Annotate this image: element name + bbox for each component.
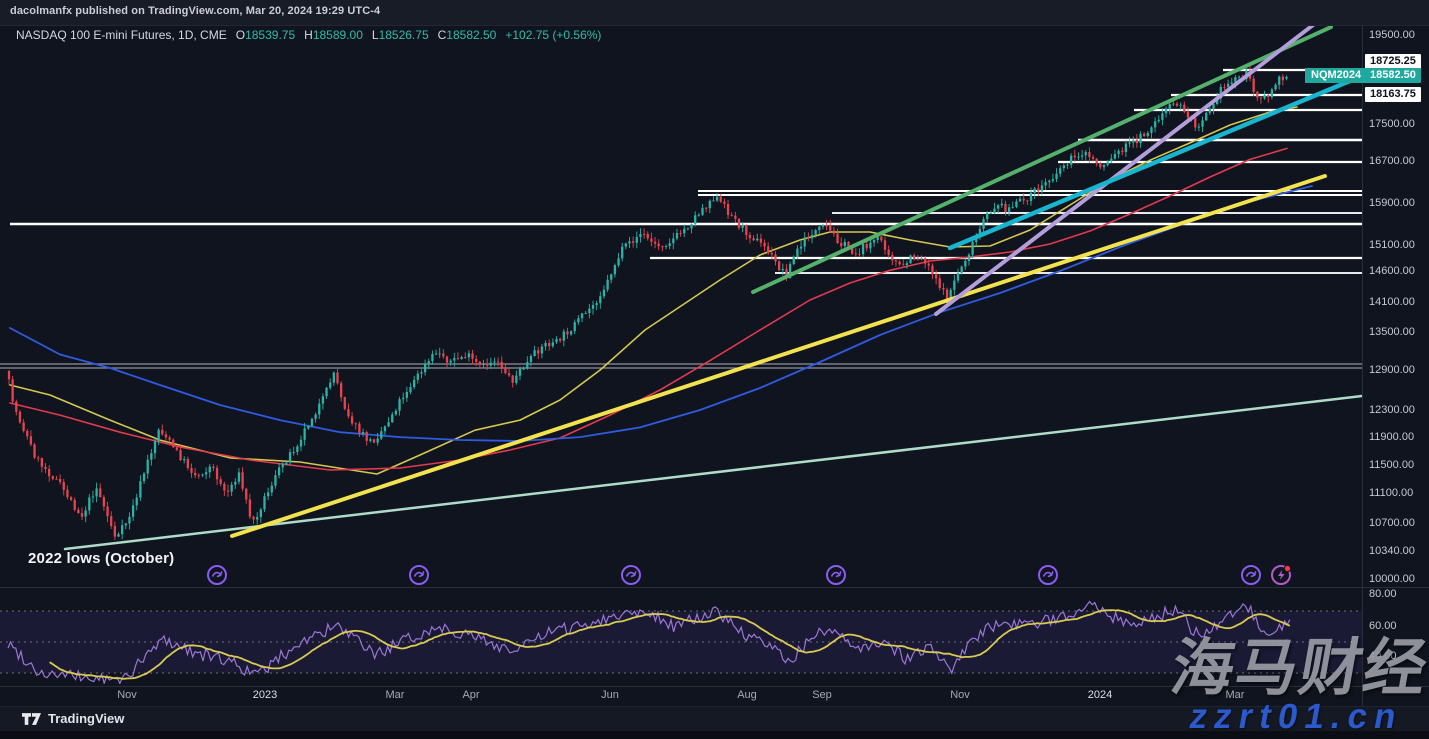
price-tick-label: 13500.00 bbox=[1369, 326, 1415, 338]
price-tick-label: 15900.00 bbox=[1369, 197, 1415, 209]
time-tick-label: Jun bbox=[601, 689, 619, 701]
rsi-ma-line[interactable] bbox=[49, 609, 1291, 680]
price-tick-label: 10340.00 bbox=[1369, 545, 1415, 557]
mid-ma-red[interactable] bbox=[9, 147, 1288, 471]
price-tick-label: 12900.00 bbox=[1369, 364, 1415, 376]
last-price-badge: 18582.50 bbox=[1365, 68, 1421, 83]
chart-annotation-2022-lows[interactable]: 2022 lows (October) bbox=[28, 550, 175, 567]
time-tick-label: 2024 bbox=[1087, 689, 1113, 701]
price-tick-label: 17500.00 bbox=[1369, 118, 1415, 130]
ohlc-high: H18589.00 bbox=[304, 28, 363, 42]
rsi-tick-label: 60.00 bbox=[1369, 620, 1397, 632]
tradingview-attribution[interactable]: TradingView bbox=[22, 710, 124, 727]
tradingview-brand-text[interactable]: TradingView bbox=[48, 711, 125, 726]
main-pane[interactable] bbox=[0, 22, 1369, 551]
symbol-legend[interactable]: NASDAQ 100 E-mini Futures, 1D, CME O1853… bbox=[16, 28, 601, 42]
pane-divider[interactable] bbox=[0, 587, 1429, 588]
time-tick-label: Aug bbox=[737, 689, 757, 701]
price-axis-border bbox=[1362, 25, 1363, 706]
rsi-tick-label: 80.00 bbox=[1369, 588, 1397, 600]
trendline-2022-lows-mint[interactable] bbox=[63, 394, 1362, 551]
trendline-steep-purple[interactable] bbox=[934, 22, 1317, 316]
trendline-long-term-yellow[interactable] bbox=[230, 174, 1327, 538]
ohlc-change: +102.75 (+0.56%) bbox=[505, 28, 602, 42]
price-tick-label: 14100.00 bbox=[1369, 296, 1415, 308]
time-tick-label: Nov bbox=[117, 689, 137, 701]
time-tick-label: Mar bbox=[385, 689, 405, 701]
time-tick-label: Mar bbox=[1225, 689, 1245, 701]
ohlc-open: O18539.75 bbox=[235, 28, 296, 42]
curved-arrow-icon[interactable] bbox=[1038, 565, 1058, 585]
price-label-support-level: 18163.75 bbox=[1365, 87, 1421, 102]
watermark-url: zzrt01.cn bbox=[1186, 697, 1407, 736]
tradingview-logo-icon bbox=[22, 713, 41, 725]
price-tick-label: 14600.00 bbox=[1369, 265, 1415, 277]
watermark-cjk: 海马财经 bbox=[1166, 634, 1429, 703]
trendline-channel-green[interactable] bbox=[751, 25, 1333, 295]
curved-arrow-icon[interactable] bbox=[1241, 565, 1261, 585]
price-tick-label: 19500.00 bbox=[1369, 29, 1415, 41]
price-tick-label: 11500.00 bbox=[1369, 459, 1415, 471]
time-axis-divider bbox=[0, 686, 1429, 687]
curved-arrow-icon[interactable] bbox=[409, 565, 429, 585]
price-tick-label: 16700.00 bbox=[1369, 155, 1415, 167]
price-tick-label: 11900.00 bbox=[1369, 431, 1415, 443]
rsi-line[interactable] bbox=[7, 600, 1291, 684]
flash-alert-icon[interactable] bbox=[1271, 564, 1292, 585]
trendline-breakout-teal[interactable] bbox=[947, 73, 1369, 251]
time-tick-label: Sep bbox=[812, 689, 832, 701]
price-label-high-level: 18725.25 bbox=[1365, 54, 1421, 69]
publisher-line: dacolmanfx published on TradingView.com,… bbox=[10, 5, 381, 17]
price-tick-label: 10000.00 bbox=[1369, 573, 1415, 585]
candle-series[interactable] bbox=[7, 66, 1288, 541]
price-tick-label: 11100.00 bbox=[1369, 487, 1414, 499]
price-tick-label: 10700.00 bbox=[1369, 517, 1415, 529]
ohlc-close: C18582.50 bbox=[437, 28, 497, 42]
contract-label: NQM2024 bbox=[1305, 68, 1368, 83]
price-tick-label: 12300.00 bbox=[1369, 404, 1415, 416]
header-divider bbox=[0, 25, 1429, 26]
publisher-header-band bbox=[0, 0, 1429, 25]
rsi-pane[interactable] bbox=[0, 600, 1362, 684]
time-tick-label: Apr bbox=[462, 689, 480, 701]
curved-arrow-icon[interactable] bbox=[826, 565, 846, 585]
slow-ma-blue[interactable] bbox=[9, 185, 1313, 442]
bottom-strip bbox=[0, 731, 1429, 739]
timeline-markers[interactable] bbox=[207, 564, 1292, 585]
price-tick-label: 15100.00 bbox=[1369, 239, 1415, 251]
footer-divider bbox=[0, 706, 1429, 707]
curved-arrow-icon[interactable] bbox=[621, 565, 641, 585]
curved-arrow-icon[interactable] bbox=[207, 565, 227, 585]
symbol-title[interactable]: NASDAQ 100 E-mini Futures, 1D, CME bbox=[16, 28, 227, 42]
rsi-tick-label: 40.00 bbox=[1369, 650, 1397, 662]
support-resistance-lines[interactable] bbox=[0, 68, 1362, 369]
time-tick-label: Nov bbox=[950, 689, 970, 701]
ohlc-low: L18526.75 bbox=[371, 28, 429, 42]
time-tick-label: 2023 bbox=[252, 689, 278, 701]
